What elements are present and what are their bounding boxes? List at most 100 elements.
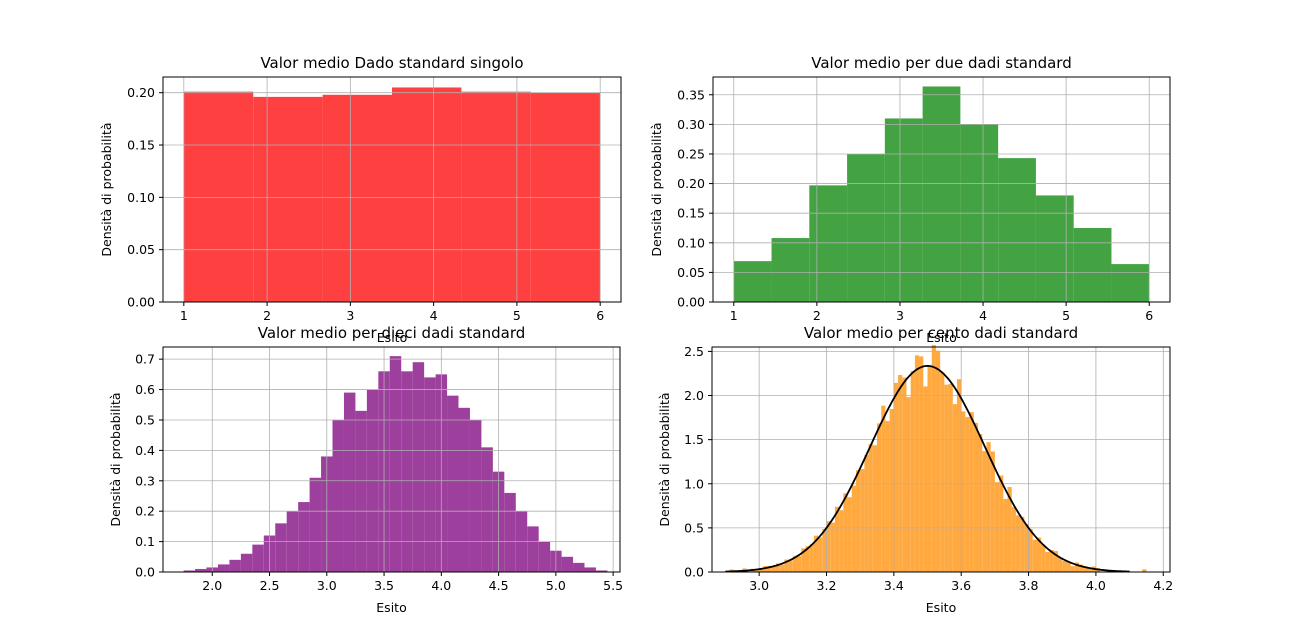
subplot-title: Valor medio Dado standard singolo bbox=[260, 54, 523, 72]
histogram-bar bbox=[973, 422, 979, 572]
histogram-bar bbox=[952, 404, 957, 572]
histogram-bar bbox=[1007, 486, 1012, 572]
x-tick-label: 2.5 bbox=[260, 578, 280, 593]
histogram-bar bbox=[481, 447, 493, 572]
histogram-bar bbox=[733, 261, 772, 302]
histogram-bar bbox=[195, 568, 207, 572]
histogram-bar bbox=[1036, 537, 1042, 572]
x-tick-label: 6 bbox=[1145, 308, 1153, 323]
histogram-bar bbox=[1070, 566, 1075, 572]
histogram-bar bbox=[1066, 561, 1071, 572]
histogram-bar bbox=[822, 528, 827, 572]
histogram-bar bbox=[923, 386, 928, 572]
x-tick-label: 3 bbox=[346, 308, 354, 323]
x-tick-label: 6 bbox=[596, 308, 604, 323]
x-axis-label: Esito bbox=[376, 600, 406, 615]
x-tick-label: 3 bbox=[896, 308, 904, 323]
y-tick-label: 0.3 bbox=[135, 473, 155, 488]
x-tick-label: 3.6 bbox=[951, 578, 971, 593]
x-tick-label: 5.0 bbox=[546, 578, 566, 593]
subplot-1: 1 2 3 4 5 6 0.00 0.05 0.10 0.15 0.20 Valor medio Da… bbox=[99, 54, 622, 345]
histogram-bar bbox=[240, 553, 253, 572]
y-tick-label: 0.00 bbox=[127, 295, 155, 310]
y-tick-label: 2.5 bbox=[684, 344, 704, 359]
histogram-bar bbox=[969, 412, 974, 572]
y-tick-label: 0.30 bbox=[677, 117, 705, 132]
y-tick-label: 0.15 bbox=[127, 138, 155, 153]
histogram-bar bbox=[275, 523, 287, 572]
y-tick-label: 0.0 bbox=[684, 565, 704, 580]
histogram-bar bbox=[461, 91, 531, 303]
y-tick-label: 0.6 bbox=[135, 382, 155, 397]
histogram-bar bbox=[994, 482, 1000, 572]
histogram-bar bbox=[1111, 264, 1150, 302]
histogram-bar bbox=[527, 526, 539, 572]
axes-frame bbox=[711, 346, 1171, 573]
histogram-bar bbox=[847, 497, 852, 572]
y-tick-label: 0.4 bbox=[135, 443, 155, 458]
histogram-bar bbox=[884, 118, 923, 303]
histogram-bar bbox=[759, 568, 764, 572]
y-tick-label: 0.10 bbox=[677, 235, 705, 250]
normal-fit-curve bbox=[725, 365, 1130, 573]
histogram-bar bbox=[322, 94, 392, 302]
axes-frame bbox=[162, 346, 621, 573]
histogram-bar bbox=[343, 392, 356, 572]
x-axis-label: Esito bbox=[926, 330, 956, 345]
histogram-bar bbox=[830, 522, 835, 572]
x-tick-label: 3.0 bbox=[749, 578, 769, 593]
histogram-bar bbox=[855, 470, 861, 572]
histogram-bar bbox=[253, 96, 323, 302]
histogram-bar bbox=[1062, 560, 1067, 572]
histogram-bar bbox=[910, 371, 915, 572]
histogram-bar bbox=[813, 535, 819, 572]
histogram-bar bbox=[595, 570, 608, 572]
histogram-bar bbox=[864, 454, 869, 572]
y-axis-label: Densità di probabilità bbox=[649, 122, 664, 256]
histogram-bar bbox=[893, 382, 899, 572]
histogram-bar bbox=[919, 356, 924, 572]
histogram-bar bbox=[818, 537, 823, 572]
y-tick-label: 0.00 bbox=[677, 295, 705, 310]
histogram-bar bbox=[355, 410, 367, 572]
histogram-bar bbox=[771, 238, 810, 302]
histogram-bar bbox=[847, 153, 885, 302]
subplot-title: Valor medio per due dadi standard bbox=[811, 54, 1071, 72]
y-axis-label: Densità di probabilità bbox=[657, 392, 672, 526]
histogram-bar bbox=[914, 355, 920, 572]
subplot-title: Valor medio per dieci dadi standard bbox=[258, 324, 526, 342]
histogram-bar bbox=[792, 555, 798, 572]
histogram-bar bbox=[961, 411, 966, 572]
x-tick-label: 1 bbox=[730, 308, 738, 323]
x-tick-label: 4.2 bbox=[1153, 578, 1173, 593]
histogram-bar bbox=[902, 377, 907, 572]
histogram-bar bbox=[1083, 566, 1088, 572]
histogram-bar bbox=[1041, 544, 1046, 572]
y-tick-label: 1.5 bbox=[684, 432, 704, 447]
y-tick-label: 0.05 bbox=[127, 242, 155, 257]
x-tick-label: 4.5 bbox=[489, 578, 509, 593]
x-axis-label: Esito bbox=[377, 330, 407, 345]
x-tick-label: 5 bbox=[1062, 308, 1070, 323]
subplot-3: 2.0 2.5 3.0 3.5 4.0 4.5 5.0 5.5 0.0 0.1 0.2 0.3 0.4 0… bbox=[108, 324, 623, 615]
histogram-bar bbox=[940, 372, 945, 572]
histogram-bar bbox=[906, 397, 911, 572]
y-tick-label: 0.2 bbox=[135, 504, 155, 519]
histogram-bar bbox=[447, 395, 459, 572]
histogram-bar bbox=[935, 350, 941, 572]
histogram-bar bbox=[826, 521, 831, 572]
histogram-bar bbox=[922, 86, 961, 302]
y-tick-label: 0.7 bbox=[135, 352, 155, 367]
x-tick-label: 4.0 bbox=[1086, 578, 1106, 593]
histogram-bar bbox=[309, 477, 322, 572]
x-tick-label: 4 bbox=[979, 308, 987, 323]
histogram-bar bbox=[1142, 569, 1147, 572]
histogram-bar bbox=[392, 87, 462, 302]
histogram-bar bbox=[805, 546, 810, 572]
x-tick-label: 3.5 bbox=[374, 578, 394, 593]
subplot-title: Valor medio per cento dadi standard bbox=[804, 324, 1078, 342]
x-tick-label: 3.0 bbox=[317, 578, 337, 593]
y-axis-label: Densità di probabilità bbox=[99, 122, 114, 256]
histogram-bar bbox=[868, 444, 873, 572]
histogram-bar bbox=[1015, 515, 1021, 572]
